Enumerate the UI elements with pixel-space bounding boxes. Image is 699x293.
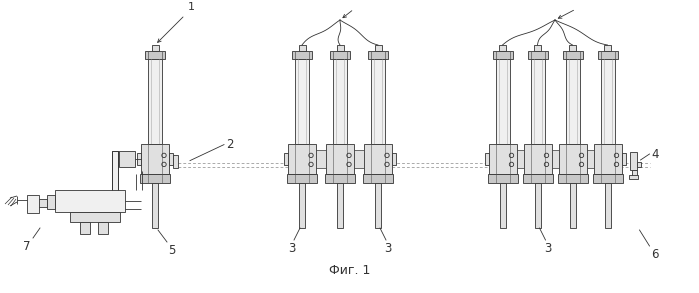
Bar	[364, 144, 392, 174]
Bar	[322, 153, 326, 165]
Text: 4: 4	[651, 147, 659, 161]
Bar	[637, 162, 640, 167]
Bar	[284, 153, 288, 165]
Bar	[354, 153, 358, 165]
Bar	[631, 170, 637, 176]
Text: 1: 1	[583, 0, 590, 2]
Bar	[565, 59, 579, 144]
Bar	[522, 174, 552, 183]
Bar	[80, 222, 90, 234]
Bar	[316, 153, 320, 165]
Bar	[628, 175, 637, 179]
Bar	[292, 51, 312, 59]
Bar	[37, 199, 47, 207]
Bar	[517, 150, 524, 168]
Text: 7: 7	[22, 240, 30, 253]
Bar	[140, 174, 170, 183]
Bar	[145, 51, 165, 59]
Text: Фиг. 1: Фиг. 1	[329, 264, 370, 277]
Bar	[528, 51, 547, 59]
Bar	[586, 150, 593, 168]
Bar	[563, 51, 582, 59]
Bar	[137, 153, 141, 165]
Bar	[55, 190, 125, 212]
Bar	[354, 150, 364, 168]
Bar	[330, 51, 350, 59]
Bar	[27, 195, 39, 213]
Bar	[325, 174, 355, 183]
Bar	[493, 51, 512, 59]
Bar	[173, 155, 178, 168]
Bar	[524, 144, 552, 174]
Text: 3: 3	[544, 242, 552, 255]
Bar	[298, 45, 305, 51]
Bar	[598, 51, 617, 59]
Text: 3: 3	[384, 242, 391, 255]
Bar	[98, 222, 108, 234]
Bar	[534, 45, 541, 51]
Bar	[299, 183, 305, 228]
Bar	[152, 183, 158, 228]
Bar	[600, 59, 614, 144]
Bar	[336, 45, 343, 51]
Bar	[375, 183, 381, 228]
Bar	[295, 59, 309, 144]
Bar	[337, 183, 343, 228]
Bar	[112, 151, 118, 199]
Bar	[152, 45, 159, 51]
Bar	[360, 153, 364, 165]
Bar	[554, 153, 559, 165]
Bar	[392, 153, 396, 165]
Bar	[593, 174, 623, 183]
Bar	[119, 151, 135, 167]
Bar	[375, 45, 382, 51]
Bar	[589, 153, 593, 165]
Bar	[363, 174, 393, 183]
Text: 3: 3	[288, 242, 296, 255]
Bar	[169, 153, 173, 165]
Bar	[487, 174, 517, 183]
Bar	[47, 195, 55, 209]
Bar	[570, 183, 575, 228]
Bar	[287, 174, 317, 183]
Text: 2: 2	[226, 138, 233, 151]
Bar	[558, 174, 587, 183]
Bar	[148, 59, 162, 144]
Bar	[535, 183, 540, 228]
Bar	[559, 144, 586, 174]
Bar	[552, 153, 556, 165]
Bar	[630, 152, 637, 170]
Bar	[604, 45, 611, 51]
Bar	[517, 153, 521, 165]
Bar	[489, 144, 517, 174]
Bar	[593, 144, 621, 174]
Text: 1: 1	[361, 0, 368, 2]
Bar	[70, 212, 120, 222]
Bar	[326, 144, 354, 174]
Bar	[552, 150, 559, 168]
Bar	[500, 183, 505, 228]
Text: 5: 5	[168, 244, 175, 257]
Bar	[371, 59, 385, 144]
Bar	[496, 59, 510, 144]
Bar	[316, 150, 326, 168]
Bar	[499, 45, 506, 51]
Bar	[333, 59, 347, 144]
Bar	[368, 51, 388, 59]
Bar	[288, 144, 316, 174]
Bar	[141, 144, 169, 174]
Bar	[621, 153, 626, 165]
Bar	[605, 183, 610, 228]
Bar	[519, 153, 524, 165]
Text: 1: 1	[188, 2, 195, 12]
Bar	[531, 59, 545, 144]
Bar	[569, 45, 576, 51]
Bar	[484, 153, 489, 165]
Text: 6: 6	[651, 248, 659, 261]
Bar	[586, 153, 591, 165]
